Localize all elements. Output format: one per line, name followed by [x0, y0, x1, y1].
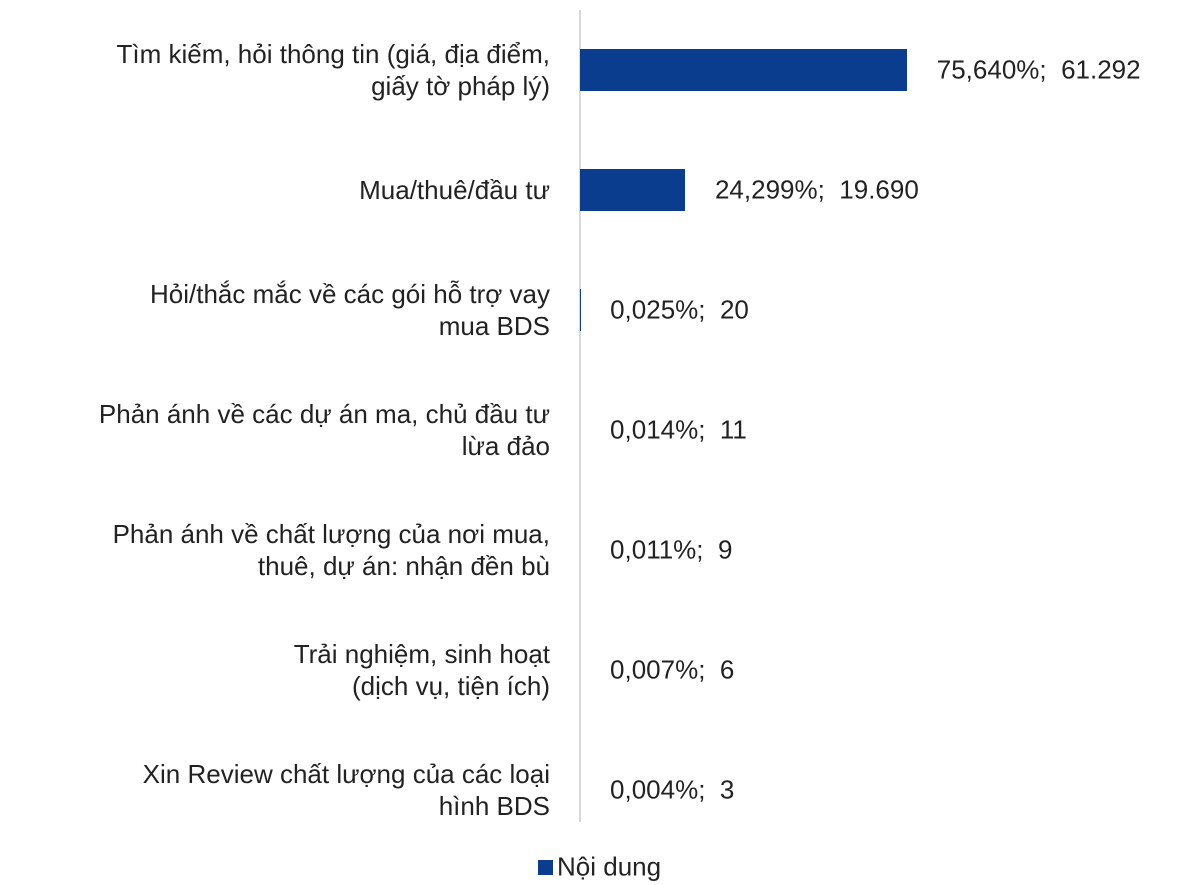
category-label: Hỏi/thắc mắc về các gói hỗ trợ vay mua B… [150, 279, 550, 341]
category-label: Mua/thuê/đầu tư [359, 175, 550, 205]
value-label: 24,299%; 19.690 [714, 174, 919, 205]
value-label: 0,025%; 20 [610, 294, 749, 325]
value-label: 0,014%; 11 [610, 414, 747, 445]
value-label: 75,640%; 61.292 [936, 54, 1141, 85]
category-label: Trải nghiệm, sinh hoạt (dịch vụ, tiện íc… [293, 639, 550, 701]
value-label: 0,011%; 9 [610, 534, 733, 565]
bar [580, 49, 907, 91]
value-label: 0,004%; 3 [610, 774, 735, 805]
bar [580, 169, 685, 211]
category-label: Phản ánh về chất lượng của nơi mua, thuê… [112, 519, 550, 581]
value-label: 0,007%; 6 [610, 654, 735, 685]
legend-label: Nội dung [557, 851, 662, 882]
legend-swatch [538, 860, 553, 875]
category-label: Phản ánh về các dự án ma, chủ đầu tư lừa… [98, 399, 550, 461]
category-label: Tìm kiếm, hỏi thông tin (giá, địa điểm, … [116, 39, 550, 101]
category-label: Xin Review chất lượng của các loại hình … [142, 759, 550, 821]
